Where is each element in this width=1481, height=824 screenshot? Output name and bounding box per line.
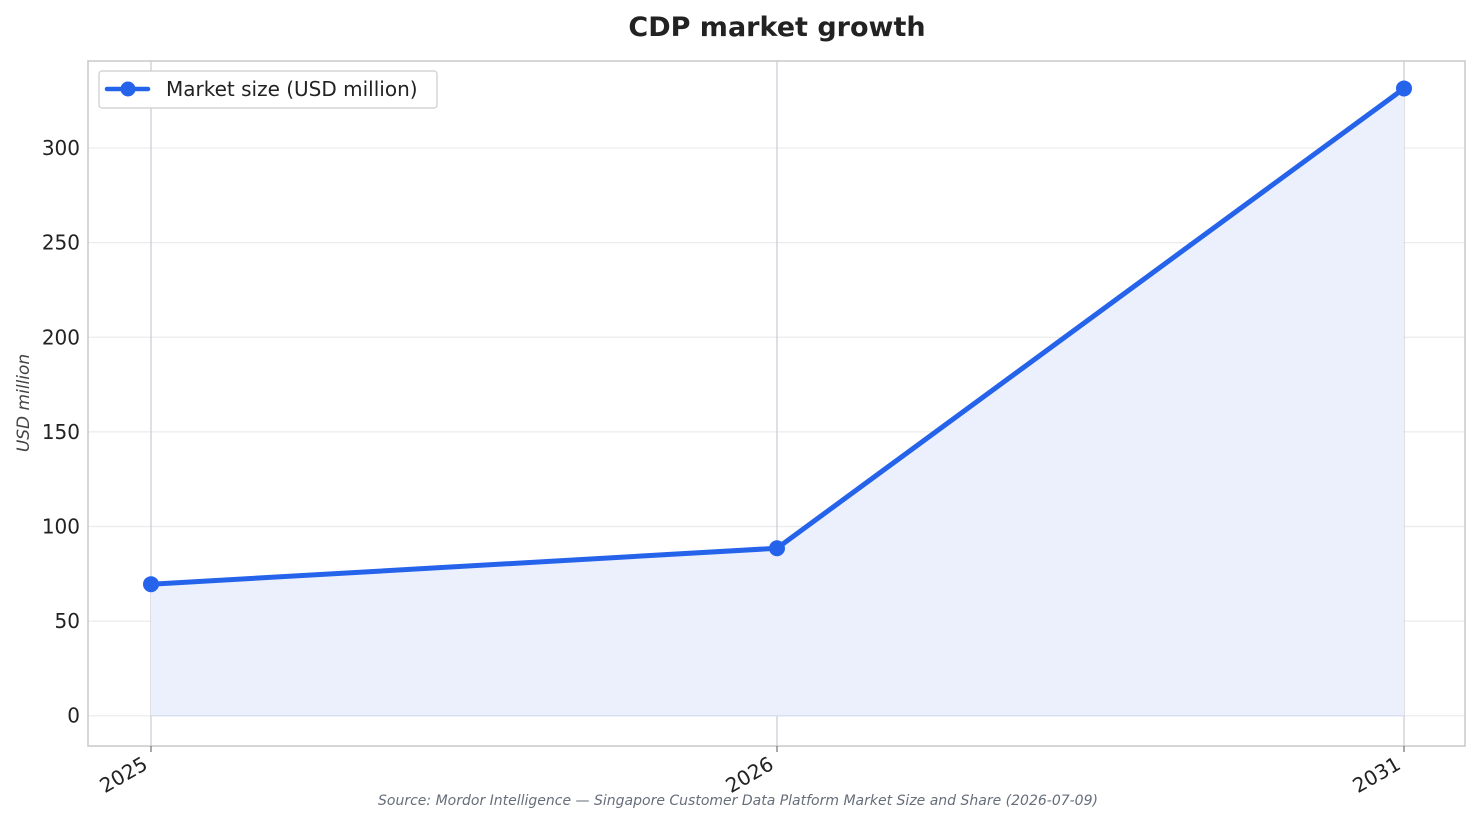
data-point <box>143 576 159 593</box>
area-layer <box>151 88 1404 717</box>
legend-point-marker <box>120 81 136 97</box>
series-area <box>151 88 1404 716</box>
y-tick-label: 100 <box>42 514 80 538</box>
y-tick-label: 300 <box>42 136 80 160</box>
legend: Market size (USD million) <box>98 70 438 109</box>
y-axis-label: USD million <box>14 354 34 452</box>
y-tick-label: 150 <box>42 420 80 444</box>
y-tick-label: 250 <box>42 231 80 255</box>
chart-title: CDP market growth <box>628 12 925 43</box>
y-axis-ticks: 0 50 100 150 200 250 300 <box>42 136 80 728</box>
source-note: Source: Mordor Intelligence — Singapore … <box>378 793 1098 809</box>
legend-box <box>98 70 438 109</box>
legend-label: Market size (USD million) <box>166 77 418 101</box>
data-point <box>769 540 785 557</box>
y-tick-label: 50 <box>55 609 80 633</box>
y-tick-label: 0 <box>67 704 80 728</box>
point-layer <box>143 80 1412 593</box>
data-point <box>1396 80 1412 97</box>
y-tick-label: 200 <box>42 325 80 349</box>
